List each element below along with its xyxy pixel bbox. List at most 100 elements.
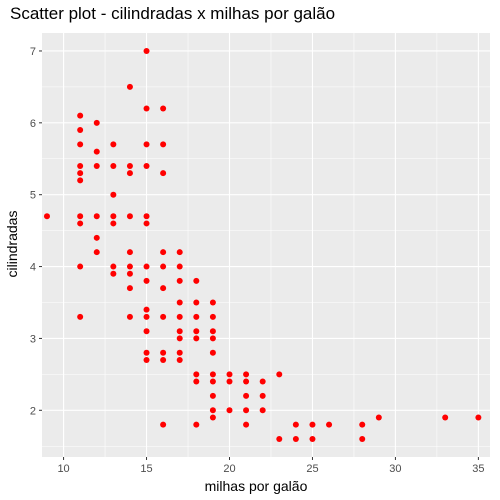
chart-title: Scatter plot - cilindradas x milhas por … [10,4,336,23]
data-point [93,162,100,169]
data-point [160,356,167,363]
data-point [143,162,150,169]
data-point [160,349,167,356]
data-point [243,407,250,414]
y-axis-ticks: 2 3 4 5 6 7 [30,46,42,417]
data-point [93,148,100,155]
y-axis-title: cilindradas [4,211,20,278]
data-point [77,170,84,177]
data-point [110,263,117,270]
data-point [143,213,150,220]
data-point [292,421,299,428]
x-tick-label: 10 [57,463,69,475]
data-point [326,421,333,428]
data-point [259,407,266,414]
data-point [160,285,167,292]
data-point [226,378,233,385]
data-point [226,371,233,378]
x-tick-label: 15 [140,463,152,475]
data-point [209,328,216,335]
data-point [176,277,183,284]
data-point [176,356,183,363]
data-point [209,349,216,356]
data-point [110,162,117,169]
y-tick-label: 5 [30,190,36,202]
data-point [110,141,117,148]
data-point [193,421,200,428]
y-tick-label: 2 [30,405,36,417]
data-point [143,356,150,363]
data-point [359,436,366,443]
data-point [126,285,133,292]
data-point [243,371,250,378]
data-point [276,371,283,378]
data-point [176,335,183,342]
data-point [160,105,167,112]
data-point [126,263,133,270]
data-point [209,335,216,342]
x-tick-label: 35 [472,463,484,475]
data-point [276,436,283,443]
data-point [176,263,183,270]
data-point [176,299,183,306]
data-point [160,313,167,320]
data-point [243,392,250,399]
data-point [143,47,150,54]
data-point [176,328,183,335]
data-point [359,421,366,428]
x-axis-title: milhas por galão [205,478,308,494]
data-point [77,177,84,184]
data-point [292,436,299,443]
data-point [126,213,133,220]
data-point [110,270,117,277]
data-point [143,277,150,284]
data-point [77,213,84,220]
data-point [193,335,200,342]
minor-gridlines [42,33,490,457]
data-point [193,299,200,306]
data-point [160,141,167,148]
data-point [209,414,216,421]
data-point [143,105,150,112]
data-point [309,436,316,443]
data-point [143,349,150,356]
data-point [126,249,133,256]
data-point [93,119,100,126]
data-point [160,263,167,270]
data-point [43,213,50,220]
data-point [110,213,117,220]
data-point [193,328,200,335]
data-point [110,220,117,227]
data-point [77,112,84,119]
data-point [243,378,250,385]
data-point [226,407,233,414]
data-point [160,421,167,428]
data-point [160,249,167,256]
data-point [375,414,382,421]
data-point [77,313,84,320]
data-point [176,313,183,320]
data-point [209,378,216,385]
data-point [209,407,216,414]
data-point [126,83,133,90]
data-point [93,213,100,220]
data-point [77,141,84,148]
y-tick-label: 3 [30,333,36,345]
data-point [209,299,216,306]
data-point [193,277,200,284]
plot-panel [42,33,490,457]
data-point [209,392,216,399]
data-point [126,162,133,169]
data-point [243,421,250,428]
data-point [160,170,167,177]
major-gridlines [42,33,490,457]
data-point [77,127,84,134]
data-point [442,414,449,421]
data-point [143,313,150,320]
data-point [93,234,100,241]
x-tick-label: 20 [223,463,235,475]
y-tick-label: 7 [30,46,36,58]
data-point [93,249,100,256]
y-tick-label: 4 [30,262,36,274]
